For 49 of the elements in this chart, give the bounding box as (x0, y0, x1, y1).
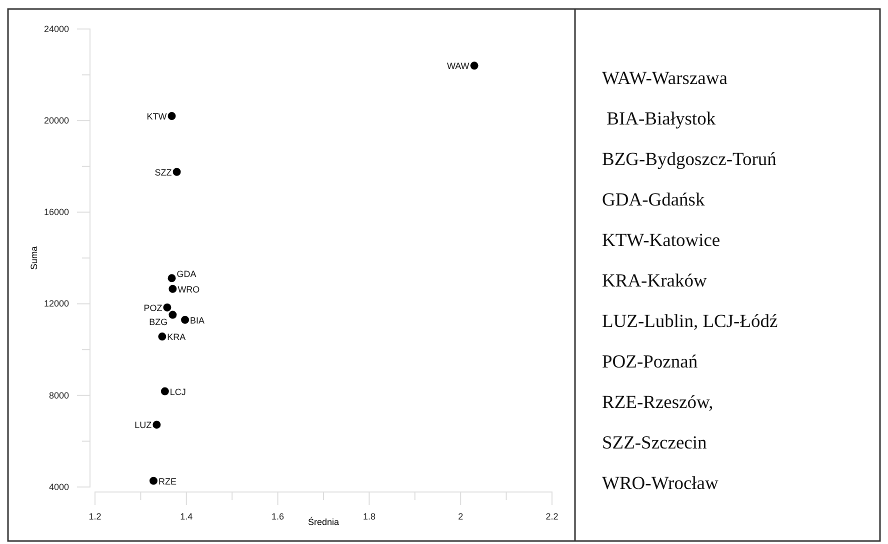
text: KTW-Katowice (602, 231, 720, 251)
point (168, 284, 177, 293)
x-tick-label: 1.2 (88, 511, 102, 522)
text: SZZ-Szczecin (602, 434, 707, 454)
text: GDA-Gdańsk (602, 190, 706, 210)
x-tick-label: 1.4 (180, 511, 193, 522)
text: WRO-Wrocław (602, 474, 720, 494)
point (163, 303, 172, 312)
point (181, 316, 190, 324)
annotation: WRO (178, 284, 200, 294)
annotation: KTW (146, 112, 168, 122)
point (160, 387, 169, 396)
y-tick-label: 12000 (44, 298, 69, 309)
x-axis-title: Średnia (308, 516, 340, 527)
text: POZ-Poznań (602, 352, 698, 372)
text: RZE-Rzeszów, (602, 393, 714, 413)
point (168, 112, 176, 120)
annotation: GDA (176, 269, 196, 280)
x-tick-label: 1.6 (272, 511, 284, 522)
annotation: RZE (158, 476, 176, 486)
point (150, 476, 158, 485)
x-tick-label: 1.8 (362, 511, 376, 522)
text: LUZ-Lublin, LCJ-Łódź (602, 312, 778, 332)
point (168, 310, 177, 319)
text: WAW-Warszawa (602, 69, 728, 89)
point (470, 62, 478, 70)
point (152, 420, 161, 429)
annotation: WAW (446, 61, 470, 72)
annotation: LCJ (170, 386, 186, 397)
point (158, 332, 166, 341)
annotation: LUZ (134, 420, 152, 430)
y-tick-label: 8000 (48, 390, 69, 400)
point (168, 274, 176, 282)
annotation: POZ (144, 302, 163, 313)
point (172, 168, 181, 176)
annotation: KRA (167, 332, 186, 342)
annotation: SZZ (154, 167, 172, 178)
y-tick-label: 24000 (44, 24, 69, 34)
x-tick-label: 2 (458, 511, 464, 522)
y-tick-label: 16000 (44, 207, 69, 218)
y-tick-label: 20000 (44, 115, 69, 126)
text: KRA-Kraków (602, 272, 708, 292)
y-axis-title: Suma (29, 246, 39, 270)
text: BIA-Białystok (602, 110, 716, 130)
y-tick-label: 4000 (48, 482, 69, 492)
annotation: BZG (149, 316, 168, 327)
x-tick-label: 2.2 (546, 511, 558, 522)
text: BZG-Bydgoszcz-Toruń (602, 150, 776, 170)
annotation: BIA (190, 315, 205, 326)
